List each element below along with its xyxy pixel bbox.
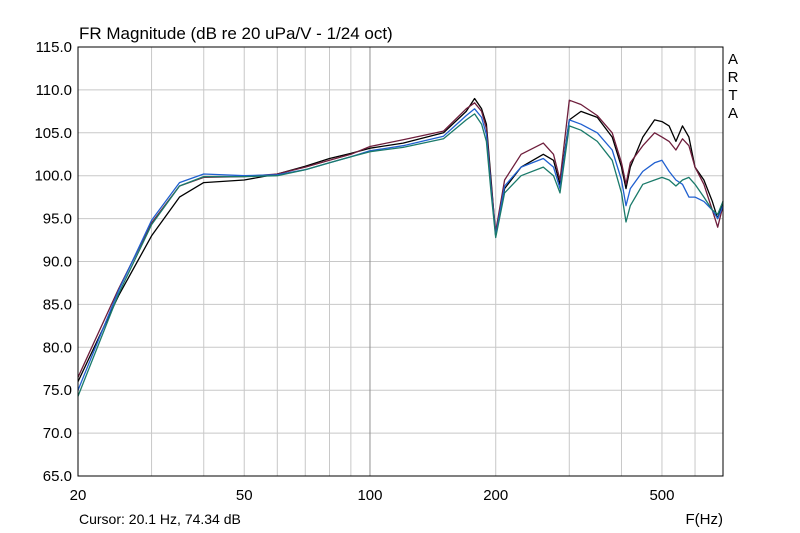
series-line-1	[77, 97, 724, 382]
y-tick-label: 70.0	[43, 425, 72, 442]
side-label-letter: T	[728, 87, 737, 104]
side-label-letter: R	[728, 69, 739, 86]
y-tick-label: 115.0	[36, 39, 72, 56]
series-line-4	[77, 113, 724, 397]
y-tick-label: 80.0	[43, 339, 72, 356]
plot-frame	[77, 46, 724, 477]
plot-series	[77, 97, 724, 397]
y-tick-label: 65.0	[43, 468, 72, 485]
x-tick-label: 500	[649, 487, 674, 504]
side-label-letter: A	[728, 105, 738, 122]
y-tick-label: 75.0	[43, 382, 72, 399]
series-line-2	[77, 99, 724, 378]
series-line-3	[77, 108, 724, 391]
x-tick-label: 200	[483, 487, 508, 504]
side-label-letter: A	[728, 51, 738, 68]
x-tick-label: 100	[357, 487, 382, 504]
y-tick-label: 95.0	[43, 211, 72, 228]
y-tick-label: 100.0	[34, 168, 72, 185]
cursor-readout: Cursor: 20.1 Hz, 74.34 dB	[79, 511, 241, 527]
y-tick-label: 90.0	[43, 254, 72, 271]
y-tick-label: 85.0	[43, 296, 72, 313]
y-tick-label: 110.0	[36, 82, 72, 99]
chart-title: FR Magnitude (dB re 20 uPa/V - 1/24 oct)	[79, 24, 393, 43]
x-axis-label: F(Hz)	[686, 511, 724, 528]
plot-grid	[77, 46, 724, 477]
x-axis-ticks: 20 50 100 200 500	[70, 487, 675, 504]
x-tick-label: 50	[236, 487, 253, 504]
x-tick-label: 20	[70, 487, 87, 504]
y-axis-ticks: 65.0 70.0 75.0 80.0 85.0 90.0 95.0 100.0 105.0 11…	[34, 39, 72, 485]
y-tick-label: 105.0	[34, 125, 72, 142]
